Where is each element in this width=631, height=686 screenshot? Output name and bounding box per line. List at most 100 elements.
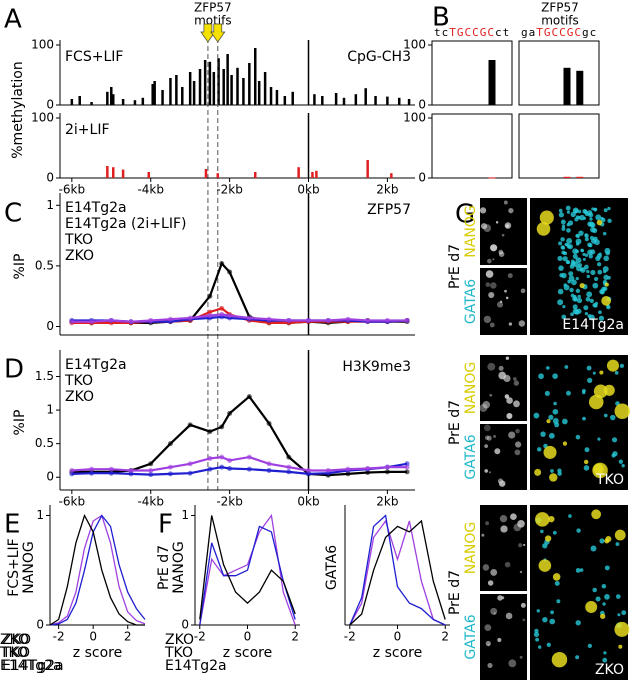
legend-entry: E14Tg2a (2i+LIF): [65, 216, 186, 232]
bar: [269, 87, 273, 105]
nucleus: [489, 393, 493, 397]
bar: [342, 97, 346, 105]
nucleus: [492, 258, 495, 261]
y-tick-label: 0: [46, 319, 54, 333]
bar: [263, 72, 267, 105]
nucleus: [514, 441, 522, 448]
data-point: [227, 466, 233, 472]
nucleus: [518, 320, 526, 327]
nucleus: [506, 413, 513, 420]
sequence-part: TGCCGC: [449, 26, 495, 39]
cell: [536, 222, 551, 236]
data-point: [148, 472, 154, 478]
legend-entry: E14Tg2a: [2, 658, 64, 674]
nucleus: [487, 580, 494, 586]
nucleus: [484, 469, 489, 473]
panel-note: 2i+LIF: [65, 122, 110, 138]
nucleus: [514, 449, 521, 456]
bar: [354, 94, 358, 105]
cell: [582, 257, 586, 261]
legend-entry: TKO: [64, 373, 93, 389]
bar: [334, 93, 338, 105]
cell: [601, 296, 611, 306]
cell: [549, 473, 558, 482]
cell: [562, 305, 566, 309]
cell: [557, 288, 564, 295]
nucleus: [495, 221, 499, 224]
nucleus: [499, 480, 506, 487]
nucleus: [512, 377, 517, 381]
nucleus: [519, 655, 523, 659]
legend-entry: E14Tg2a: [65, 357, 127, 373]
cell: [557, 299, 564, 306]
nucleus: [518, 543, 523, 548]
bar: [78, 96, 81, 105]
y-tick-label: 0.5: [35, 258, 54, 272]
bar: [315, 170, 318, 178]
cell: [588, 394, 604, 410]
cell: [594, 276, 599, 282]
plot-frame: [518, 113, 600, 179]
nucleus: [483, 315, 492, 324]
cell: [602, 231, 607, 236]
cell: [618, 459, 624, 464]
cell: [584, 237, 589, 242]
nucleus: [498, 371, 507, 380]
data-point: [187, 461, 193, 467]
bar: [374, 96, 377, 105]
cell: [544, 390, 550, 396]
y-tick-label: 0.5: [35, 436, 54, 450]
data-point: [89, 466, 95, 472]
marker-label: GATA6: [463, 434, 479, 479]
y-tick-label: 0: [181, 618, 189, 632]
cell: [617, 613, 621, 617]
marker-label: NANOG: [463, 205, 479, 257]
bar: [248, 63, 251, 105]
nucleus: [500, 525, 508, 533]
nucleus: [501, 233, 505, 237]
nucleus: [503, 200, 508, 205]
cell: [586, 274, 590, 279]
cell: [621, 464, 625, 468]
x-tick-label: 0: [89, 630, 97, 644]
bar: [147, 172, 150, 178]
data-point: [384, 464, 390, 470]
bar: [106, 91, 109, 105]
x-tick-label: -6kb: [59, 495, 86, 509]
data-point: [219, 464, 225, 470]
cell: [614, 621, 630, 637]
condition-label: PrE d7: [447, 400, 463, 445]
cell: [587, 210, 593, 216]
data-point: [384, 317, 390, 323]
cell: [539, 210, 554, 225]
bar: [121, 169, 125, 178]
y-tick-label: 1: [46, 403, 54, 417]
bar: [576, 176, 584, 178]
cell: [575, 249, 579, 254]
cell: [592, 282, 599, 289]
nucleus: [493, 434, 496, 438]
data-point: [306, 468, 311, 474]
nucleus: [488, 471, 492, 474]
image: [480, 505, 527, 591]
x-tick-label: 2: [441, 630, 449, 644]
cell: [588, 221, 595, 228]
bar: [112, 167, 115, 178]
data-point: [219, 305, 225, 311]
nucleus: [513, 400, 520, 408]
y-tick-label: 0: [46, 470, 54, 484]
bar: [321, 96, 324, 105]
data-point: [167, 316, 173, 322]
cell: [607, 206, 611, 211]
cell: [583, 305, 589, 311]
nucleus: [485, 640, 491, 647]
nucleus: [505, 296, 509, 300]
nucleus: [484, 444, 488, 448]
bar: [313, 94, 316, 105]
y-axis-title: NANOG: [171, 541, 187, 593]
cell: [586, 365, 592, 371]
cell: [561, 314, 567, 320]
sample-label: ZKO: [595, 662, 624, 678]
cell: [588, 314, 595, 321]
data-point: [187, 422, 193, 428]
